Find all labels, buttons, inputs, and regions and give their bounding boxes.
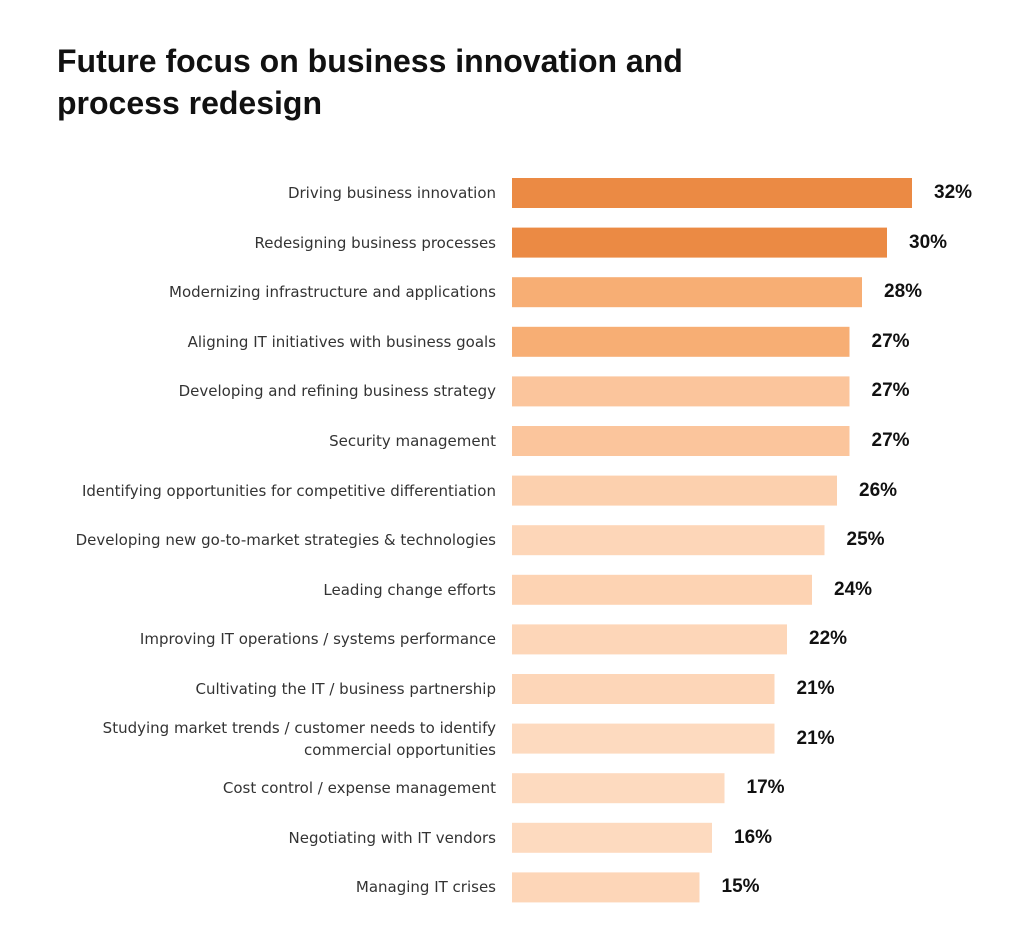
category-label: Cost control / expense management <box>222 779 496 798</box>
value-label: 21% <box>796 678 835 699</box>
category-label: Modernizing infrastructure and applicati… <box>169 283 496 302</box>
bar <box>512 674 775 704</box>
value-label: 22% <box>809 628 848 650</box>
value-label: 17% <box>746 777 785 799</box>
category-label: Security management <box>329 432 496 450</box>
value-label: 26% <box>859 479 898 501</box>
value-label: 24% <box>834 578 873 600</box>
value-label: 21% <box>796 727 835 749</box>
bar <box>512 773 725 804</box>
bar <box>512 277 862 308</box>
category-label: Studying market trends / customer needs … <box>102 718 496 759</box>
category-label: Developing and refining business strateg… <box>178 382 496 401</box>
value-label: 28% <box>884 281 923 303</box>
category-label: Driving business innovation <box>287 184 496 202</box>
value-label: 25% <box>846 529 885 551</box>
bar <box>512 178 912 208</box>
value-label: 30% <box>909 231 948 253</box>
bar <box>512 426 850 456</box>
category-label: Identifying opportunities for competitiv… <box>81 481 496 500</box>
category-label: Improving IT operations / systems perfor… <box>139 630 496 649</box>
bar <box>512 723 775 754</box>
bar <box>512 227 887 258</box>
value-label: 27% <box>871 380 910 402</box>
bar <box>512 822 712 853</box>
bar <box>512 872 700 903</box>
category-label: Developing new go-to-market strategies &… <box>75 531 496 550</box>
category-label: Aligning IT initiatives with business go… <box>187 332 496 351</box>
bar <box>512 326 850 357</box>
value-label: 16% <box>734 826 773 848</box>
category-label: Managing IT crises <box>355 878 496 897</box>
category-label: Cultivating the IT / business partnershi… <box>195 680 497 698</box>
category-label: Leading change efforts <box>323 580 496 599</box>
chart-title: Future focus on business innovation and … <box>57 43 683 121</box>
category-label: Redesigning business processes <box>254 233 496 252</box>
value-label: 32% <box>934 182 973 203</box>
bar <box>512 624 787 655</box>
bar <box>512 574 812 605</box>
bar <box>512 525 825 556</box>
category-label: Negotiating with IT vendors <box>288 828 496 847</box>
value-label: 15% <box>721 876 760 898</box>
value-label: 27% <box>871 330 910 352</box>
value-label: 27% <box>871 430 910 451</box>
bar <box>512 475 837 506</box>
bar <box>512 376 850 407</box>
